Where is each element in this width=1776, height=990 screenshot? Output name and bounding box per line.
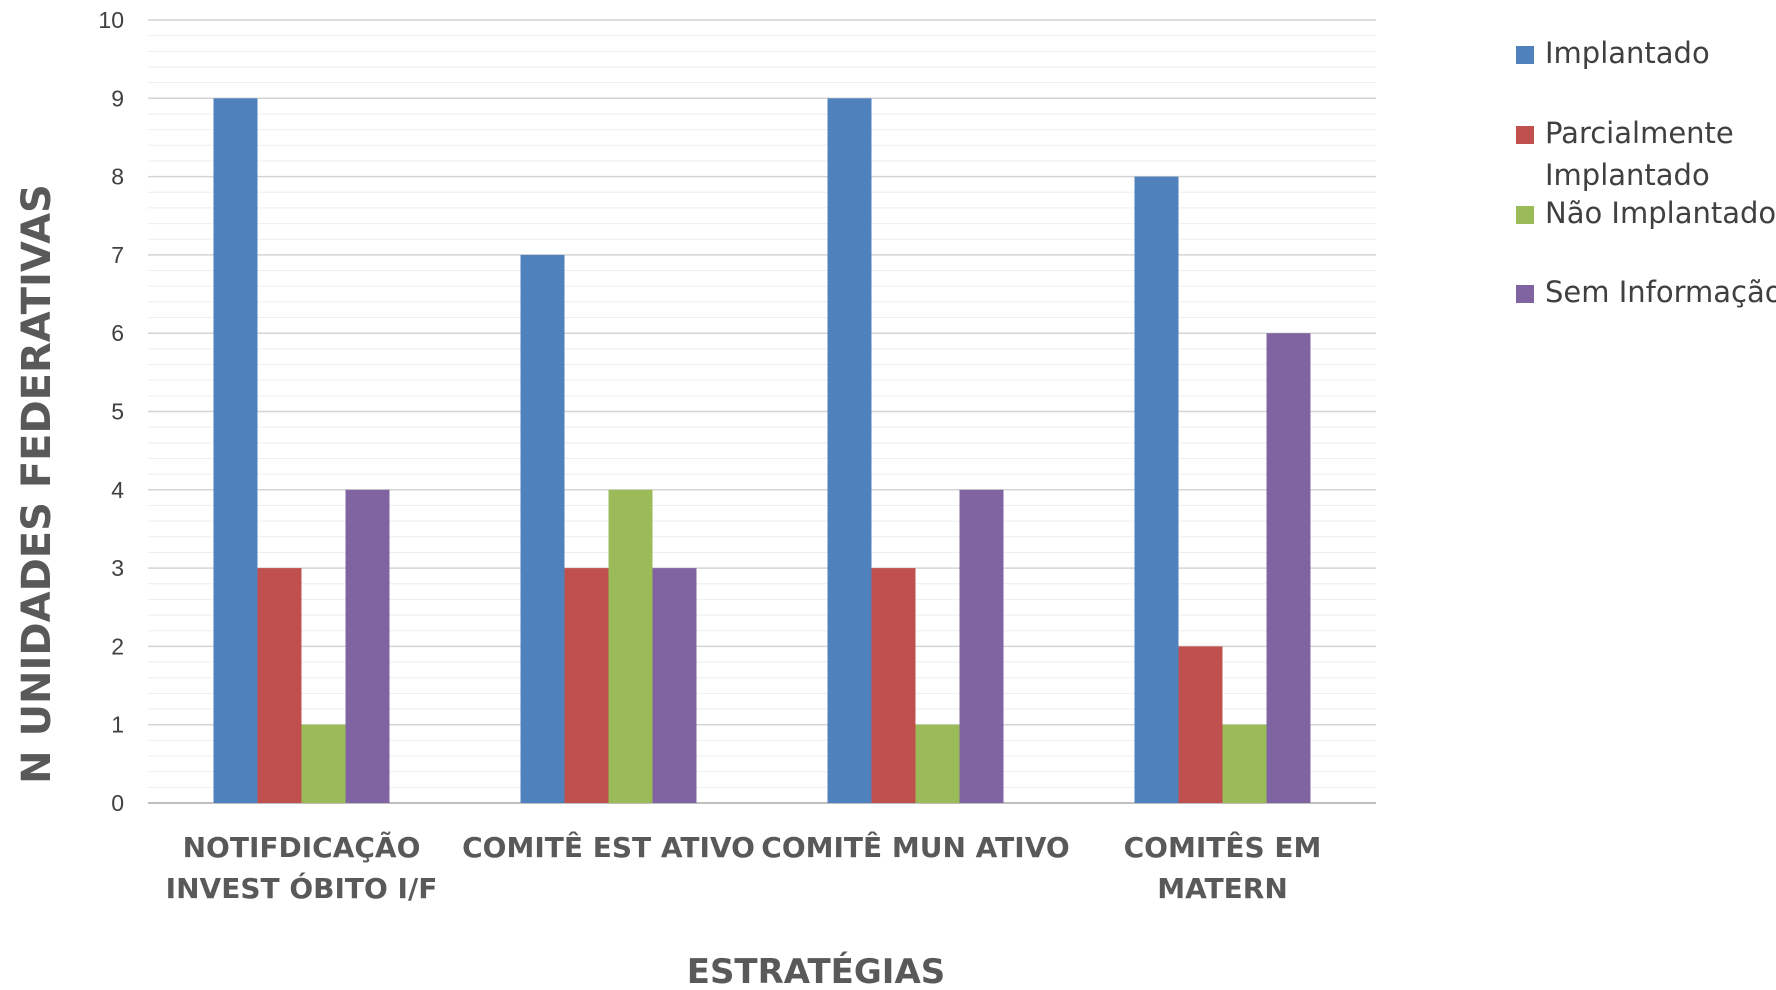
x-category-label: COMITÊ EST ATIVO	[462, 830, 755, 864]
bar	[871, 568, 916, 803]
legend-swatch	[1516, 46, 1534, 64]
y-tick-label: 2	[111, 633, 124, 659]
y-tick-label: 1	[111, 712, 124, 738]
y-tick-label: 7	[111, 242, 124, 268]
bar	[1134, 176, 1179, 804]
y-tick-label: 0	[111, 790, 124, 816]
legend-label: Parcialmente	[1545, 116, 1734, 150]
bar	[301, 724, 346, 803]
legend-label: Não Implantado	[1545, 196, 1776, 230]
y-tick-label: 6	[111, 320, 124, 346]
x-category-label: COMITÊ MUN ATIVO	[761, 830, 1069, 864]
bar	[520, 254, 565, 803]
y-tick-label: 10	[98, 7, 124, 33]
bar	[959, 489, 1004, 803]
bar	[1222, 724, 1267, 803]
y-tick-label: 3	[111, 555, 124, 581]
bar	[213, 98, 258, 804]
bar	[827, 98, 872, 804]
bar	[1266, 333, 1311, 803]
bar	[608, 489, 653, 803]
y-tick-label: 9	[111, 85, 124, 111]
bar	[652, 568, 697, 803]
bar	[1178, 646, 1223, 803]
legend-label: Implantado	[1545, 36, 1710, 70]
bar	[564, 568, 609, 803]
legend-label: Implantado	[1545, 158, 1710, 192]
x-category-label: MATERN	[1157, 872, 1288, 905]
y-tick-label: 8	[111, 164, 124, 190]
bar	[257, 568, 302, 803]
legend-swatch	[1516, 206, 1534, 224]
x-category-label: INVEST ÓBITO I/F	[166, 871, 438, 905]
y-tick-label: 5	[111, 399, 124, 425]
y-tick-label: 4	[111, 477, 124, 503]
legend-swatch	[1516, 285, 1534, 303]
legend-swatch	[1516, 126, 1534, 144]
bar	[345, 489, 390, 803]
y-axis-title: N UNIDADES FEDERATIVAS	[14, 184, 60, 784]
x-axis-title: ESTRATÉGIAS	[687, 951, 946, 990]
x-category-label: COMITÊS EM	[1124, 830, 1322, 864]
legend-label: Sem Informação	[1545, 275, 1776, 309]
bar	[915, 724, 960, 803]
x-category-label: NOTIFDICAÇÃO	[183, 830, 421, 864]
